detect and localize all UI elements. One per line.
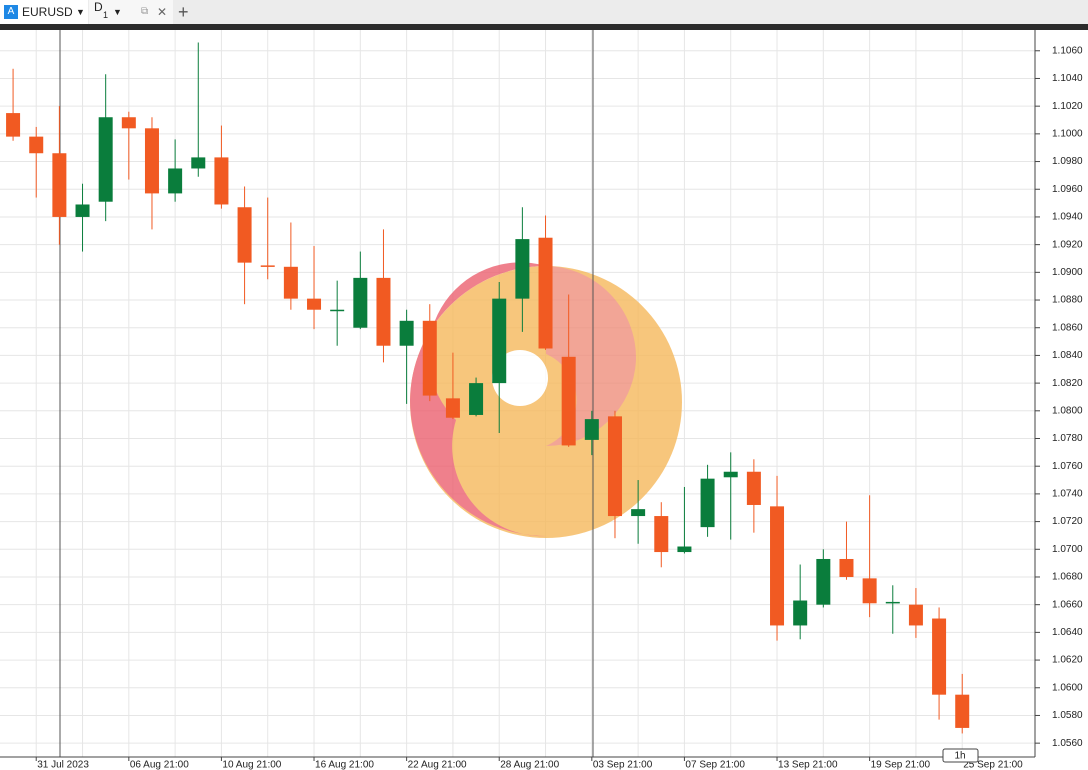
y-tick-label: 1.0980: [1052, 156, 1083, 167]
y-tick-label: 1.0740: [1052, 489, 1083, 500]
candle-body: [955, 694, 970, 728]
candle-body: [561, 356, 576, 446]
x-tick-label: 03 Sep 21:00: [593, 760, 653, 770]
candle-body: [515, 239, 530, 299]
candle-body: [700, 478, 715, 528]
close-button[interactable]: ✕: [157, 5, 168, 19]
timeframe-badge-box: [942, 748, 979, 763]
candle-body: [376, 277, 391, 346]
tab-bar: A EURUSD ▼ D 1 ▼ ⧉ ✕ +: [0, 0, 1088, 24]
symbol-tab[interactable]: A EURUSD ▼: [0, 0, 88, 24]
x-tick-label: 19 Sep 21:00: [871, 760, 931, 770]
x-tick-label: 16 Aug 21:00: [315, 760, 374, 770]
x-tick-label: 06 Aug 21:00: [130, 760, 189, 770]
y-tick-label: 1.0960: [1052, 184, 1083, 195]
x-tick-label: 07 Sep 21:00: [685, 760, 745, 770]
candle-body: [237, 207, 252, 263]
timeframe-badge: 1h: [954, 751, 965, 762]
y-tick-label: 1.0880: [1052, 295, 1083, 306]
candle-body: [492, 298, 507, 384]
candle-body: [584, 419, 599, 440]
candle-body: [839, 558, 854, 577]
candle-body: [191, 157, 206, 169]
candle-body: [98, 117, 113, 202]
candle-body: [607, 416, 622, 517]
add-tab[interactable]: +: [178, 2, 189, 22]
y-tick-label: 1.0640: [1052, 627, 1083, 638]
y-tick-label: 1.1040: [1052, 73, 1083, 84]
candle-body: [793, 600, 808, 626]
x-tick-label: 25 Sep 21:00: [963, 760, 1023, 770]
candle-body: [168, 168, 183, 194]
y-tick-label: 1.0820: [1052, 378, 1083, 389]
candle-body: [723, 471, 738, 478]
y-tick-label: 1.0920: [1052, 239, 1083, 250]
symbol-icon: A: [4, 5, 18, 19]
candle-body: [677, 546, 692, 553]
y-tick-label: 1.0560: [1052, 738, 1083, 749]
candle-body: [353, 277, 368, 328]
candle-body: [6, 113, 21, 137]
x-tick-label: 31 Jul 2023: [37, 760, 89, 770]
toolbar-strip: [0, 24, 1088, 30]
period-sub: 1: [103, 10, 109, 20]
y-tick-label: 1.0860: [1052, 322, 1083, 333]
candle-body: [538, 237, 553, 349]
period-tab[interactable]: D 1 ▼ ⧉ ✕: [89, 0, 173, 24]
candle-body: [770, 506, 785, 626]
candle-body: [932, 618, 947, 695]
y-tick-label: 1.0760: [1052, 461, 1083, 472]
candle-body: [307, 298, 322, 310]
candle-body: [52, 153, 67, 217]
candle-body: [469, 383, 484, 415]
y-tick-label: 1.0780: [1052, 433, 1083, 444]
detach-button[interactable]: ⧉: [141, 6, 149, 17]
x-tick-label: 10 Aug 21:00: [222, 760, 281, 770]
candle-body: [816, 558, 831, 605]
candle-body: [75, 204, 90, 217]
y-tick-label: 1.0600: [1052, 682, 1083, 693]
y-tick-label: 1.1060: [1052, 45, 1083, 56]
candle-body: [908, 604, 923, 626]
y-tick-label: 1.0680: [1052, 572, 1083, 583]
x-tick-label: 13 Sep 21:00: [778, 760, 838, 770]
period-label: D: [94, 0, 103, 14]
candle-body: [654, 516, 669, 553]
y-tick-label: 1.0800: [1052, 405, 1083, 416]
logo-swirl: [410, 262, 546, 537]
x-tick-label: 22 Aug 21:00: [408, 760, 467, 770]
candle-body: [29, 136, 44, 154]
symbol-label: EURUSD: [22, 5, 73, 19]
y-tick-label: 1.1020: [1052, 101, 1083, 112]
candle-body: [631, 509, 646, 517]
y-tick-label: 1.0580: [1052, 710, 1083, 721]
y-tick-label: 1.1000: [1052, 128, 1083, 139]
y-tick-label: 1.0660: [1052, 599, 1083, 610]
candle-body: [422, 320, 437, 396]
candle-body: [399, 320, 414, 346]
y-tick-label: 1.0700: [1052, 544, 1083, 555]
dropdown-arrow[interactable]: ▼: [113, 7, 122, 17]
candle-body: [283, 266, 298, 299]
y-tick-label: 1.0620: [1052, 655, 1083, 666]
dropdown-arrow[interactable]: ▼: [76, 7, 85, 17]
candle-body: [862, 578, 877, 604]
candle-body: [121, 117, 136, 129]
candle-body: [144, 128, 159, 194]
y-tick-label: 1.0900: [1052, 267, 1083, 278]
y-tick-label: 1.0940: [1052, 212, 1083, 223]
x-tick-label: 28 Aug 21:00: [500, 760, 559, 770]
candle-body: [330, 309, 345, 312]
candle-body: [445, 398, 460, 418]
candle-body: [885, 601, 900, 604]
candle-body: [214, 157, 229, 205]
y-tick-label: 1.0720: [1052, 516, 1083, 527]
y-tick-label: 1.0840: [1052, 350, 1083, 361]
candle-body: [746, 471, 761, 505]
candle-body: [260, 265, 275, 267]
